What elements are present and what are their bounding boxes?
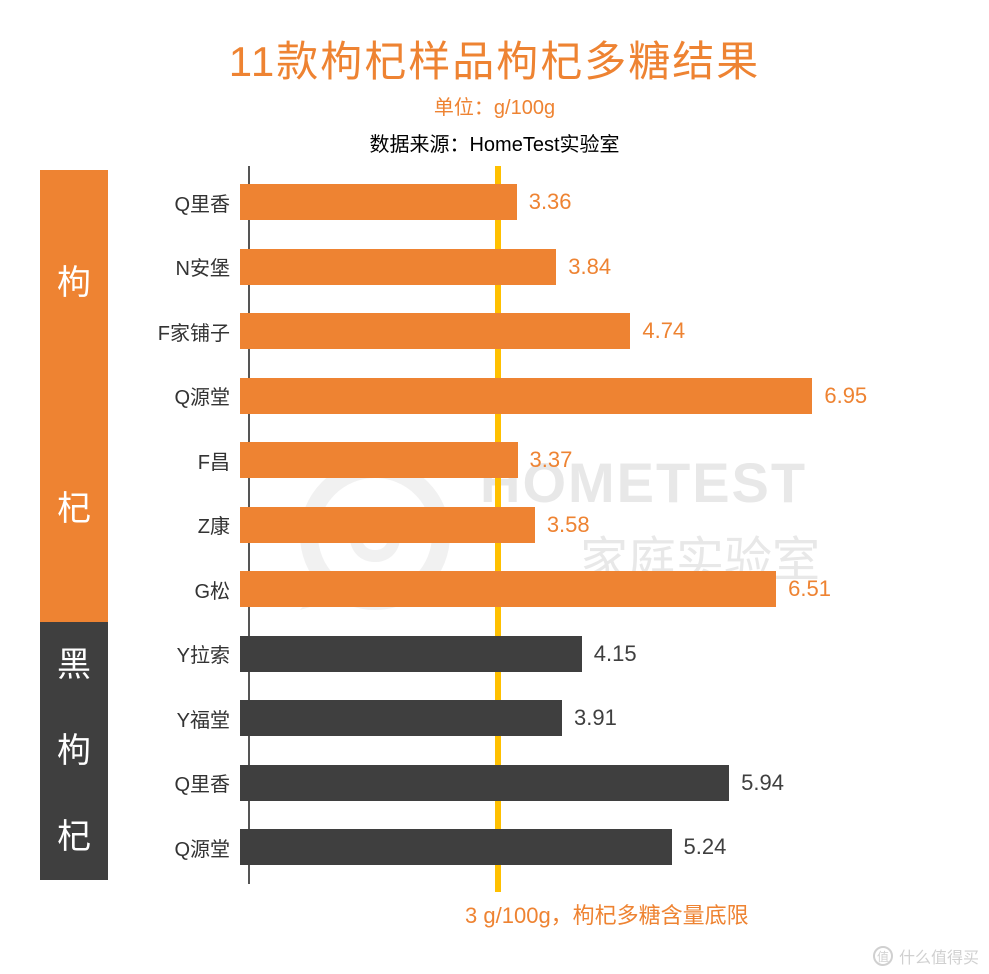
- bar-row: F家铺子 4.74: [110, 299, 960, 364]
- bar-value: 6.51: [788, 576, 831, 602]
- bar-fill: [240, 507, 535, 543]
- corner-watermark: 值 什么值得买: [863, 938, 989, 974]
- bar-fill: [240, 313, 630, 349]
- category-block: 枸杞: [40, 170, 108, 622]
- bar-track: 4.15: [240, 622, 960, 687]
- bar-track: 5.94: [240, 751, 960, 816]
- bar-label: G松: [110, 575, 240, 604]
- bar-label: Z康: [110, 510, 240, 539]
- bar-value: 5.24: [684, 834, 727, 860]
- corner-watermark-text: 什么值得买: [899, 944, 979, 968]
- bar-value: 3.91: [574, 705, 617, 731]
- category-char: 杞: [57, 492, 91, 526]
- bar-label: Q源堂: [110, 381, 240, 410]
- chart-source: 数据来源：HomeTest实验室: [0, 128, 989, 157]
- bar-row: N安堡 3.84: [110, 235, 960, 300]
- reference-label: 3 g/100g，枸杞多糖含量底限: [465, 898, 749, 930]
- bar-label: Q源堂: [110, 833, 240, 862]
- bar-fill: [240, 636, 582, 672]
- bar-label: Y拉索: [110, 639, 240, 668]
- bar-track: 4.74: [240, 299, 960, 364]
- bar-value: 5.94: [741, 770, 784, 796]
- category-char: 黑: [57, 648, 91, 682]
- bar-row: Q里香 5.94: [110, 751, 960, 816]
- bars-column: 3 g/100g，枸杞多糖含量底限 Q里香3.36N安堡3.84F家铺子4.74…: [110, 170, 960, 880]
- chart-area: 枸杞黑枸杞 3 g/100g，枸杞多糖含量底限 Q里香3.36N安堡3.84F家…: [40, 170, 960, 910]
- bar-row: Y福堂 3.91: [110, 686, 960, 751]
- bar-track: 6.51: [240, 557, 960, 622]
- bar-label: F昌: [110, 446, 240, 475]
- bar-label: N安堡: [110, 252, 240, 281]
- bar-track: 3.37: [240, 428, 960, 493]
- bar-value: 3.37: [530, 447, 573, 473]
- bar-row: Z康 3.58: [110, 493, 960, 558]
- bar-label: Q里香: [110, 188, 240, 217]
- bar-track: 3.58: [240, 493, 960, 558]
- bar-track: 6.95: [240, 364, 960, 429]
- chart-title: 11款枸杞样品枸杞多糖结果: [0, 0, 989, 89]
- bar-label: Y福堂: [110, 704, 240, 733]
- bar-value: 3.58: [547, 512, 590, 538]
- bar-value: 3.36: [529, 189, 572, 215]
- bar-track: 3.84: [240, 235, 960, 300]
- corner-watermark-icon: 值: [873, 946, 893, 966]
- bar-label: F家铺子: [110, 317, 240, 346]
- bar-row: Y拉索 4.15: [110, 622, 960, 687]
- bar-row: Q里香 3.36: [110, 170, 960, 235]
- bar-value: 3.84: [568, 254, 611, 280]
- bar-fill: [240, 442, 518, 478]
- bar-fill: [240, 571, 776, 607]
- bar-fill: [240, 700, 562, 736]
- bar-fill: [240, 765, 729, 801]
- category-char: 杞: [57, 820, 91, 854]
- bar-label: Q里香: [110, 768, 240, 797]
- category-char: 枸: [57, 734, 91, 768]
- chart-subtitle: 单位：g/100g: [0, 91, 989, 120]
- bar-row: G松 6.51: [110, 557, 960, 622]
- bar-value: 4.74: [642, 318, 685, 344]
- bar-value: 4.15: [594, 641, 637, 667]
- bar-track: 5.24: [240, 815, 960, 880]
- bar-fill: [240, 249, 556, 285]
- bar-row: F昌 3.37: [110, 428, 960, 493]
- bar-fill: [240, 829, 672, 865]
- category-char: 枸: [57, 266, 91, 300]
- bar-row: Q源堂 6.95: [110, 364, 960, 429]
- category-column: 枸杞黑枸杞: [40, 170, 108, 880]
- bar-track: 3.36: [240, 170, 960, 235]
- bar-value: 6.95: [824, 383, 867, 409]
- bar-row: Q源堂 5.24: [110, 815, 960, 880]
- category-block: 黑枸杞: [40, 622, 108, 880]
- bar-track: 3.91: [240, 686, 960, 751]
- bar-fill: [240, 184, 517, 220]
- bar-fill: [240, 378, 812, 414]
